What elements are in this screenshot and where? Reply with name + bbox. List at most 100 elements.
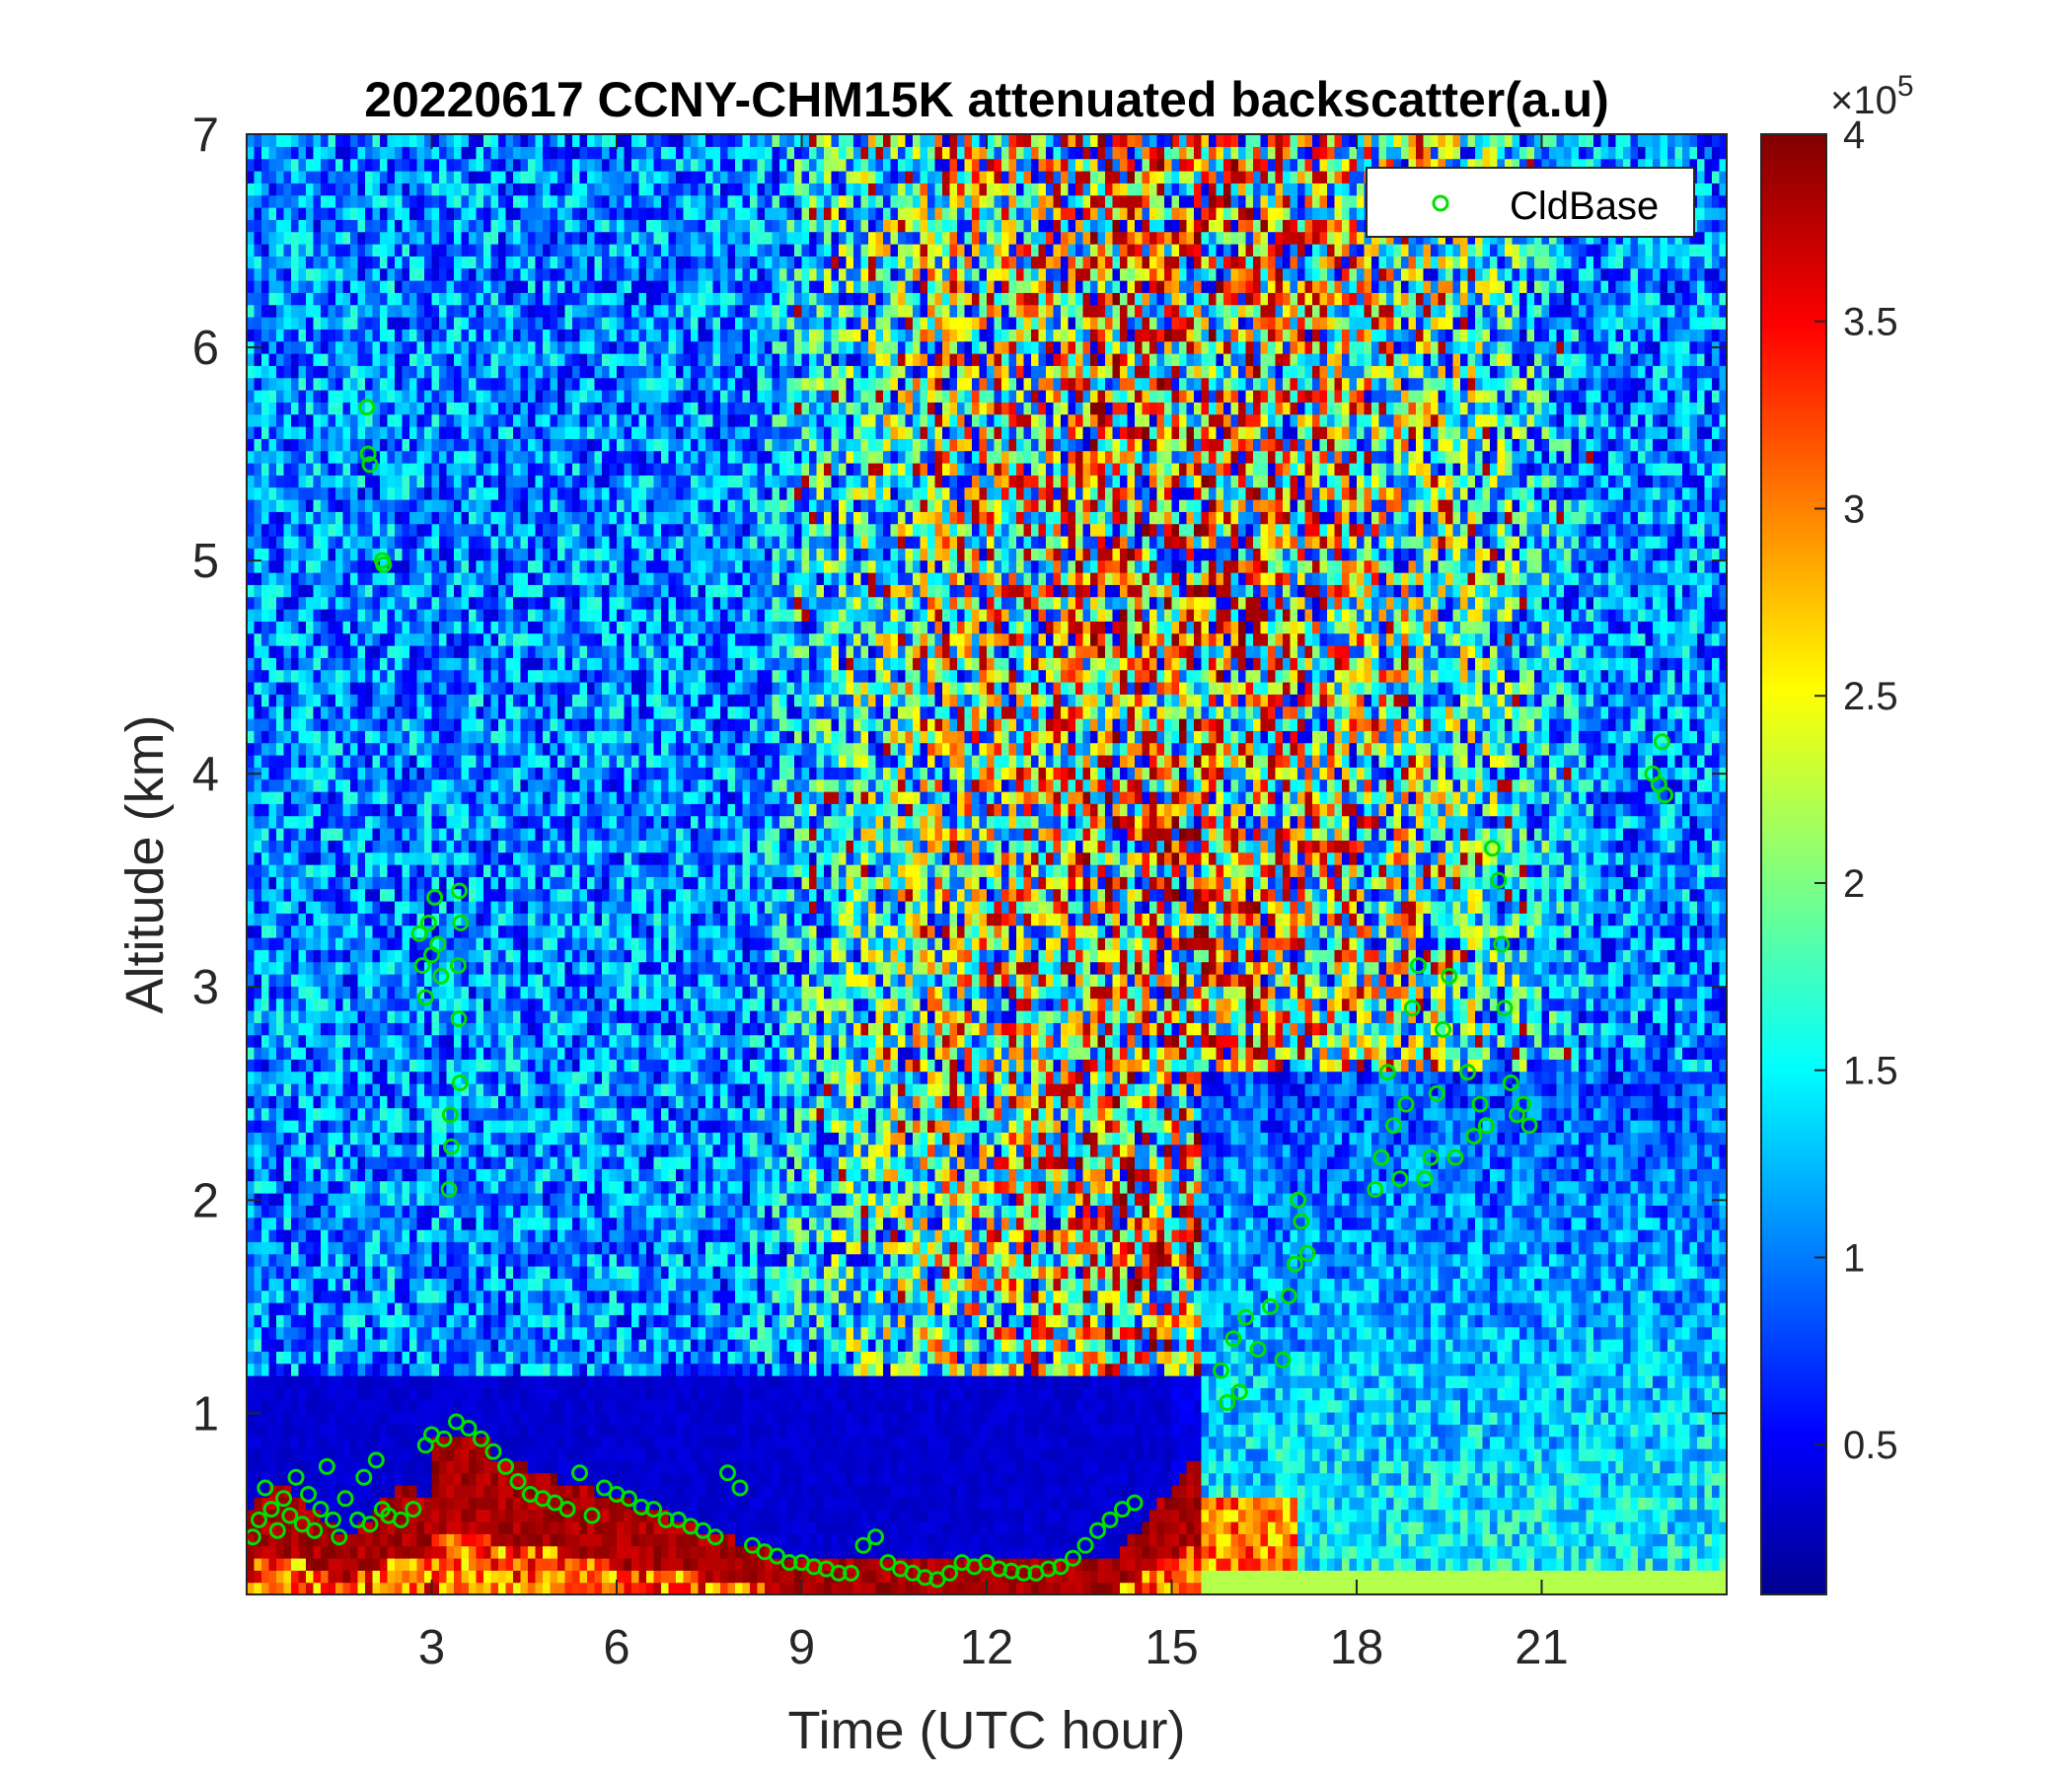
cldbase-point-18: [361, 1516, 379, 1533]
cldbase-point-131: [1459, 1064, 1476, 1081]
x-tick-label-5: 18: [1330, 1621, 1384, 1674]
cldbase-point-89: [413, 957, 431, 975]
cldbase-point-79: [1089, 1521, 1106, 1539]
cldbase-point-76: [1052, 1558, 1070, 1576]
cldbase-point-146: [1657, 786, 1673, 804]
colorbar-tick-label-5: 3: [1843, 487, 1865, 531]
cldbase-point-28: [460, 1420, 478, 1437]
cldbase-point-35: [547, 1494, 563, 1512]
colorbar-exponent: ×105: [1830, 70, 1914, 122]
y-tick-label-2: 3: [192, 961, 219, 1014]
cldbase-point-82: [1126, 1494, 1144, 1512]
x-tick-label-1: 6: [603, 1621, 629, 1674]
cldbase-point-47: [695, 1521, 711, 1539]
cldbase-point-114: [1290, 1191, 1307, 1209]
y-axis-label: Altitude (km): [115, 714, 175, 1013]
cldbase-point-106: [1224, 1330, 1242, 1348]
cldbase-point-85: [361, 456, 379, 474]
cldbase-point-134: [1477, 1117, 1495, 1135]
cldbase-point-26: [435, 1430, 453, 1447]
cldbase-point-78: [1076, 1536, 1094, 1554]
cldbase-point-97: [443, 1138, 460, 1155]
cldbase-point-91: [419, 914, 437, 931]
cldbase-point-38: [583, 1507, 601, 1524]
cldbase-point-105: [1219, 1394, 1236, 1411]
cldbase-point-102: [450, 1010, 468, 1028]
cldbase-point-39: [596, 1479, 613, 1497]
cldbase-point-30: [484, 1443, 502, 1460]
cldbase-point-125: [1416, 1170, 1434, 1188]
cldbase-point-101: [449, 957, 467, 975]
cldbase-point-14: [331, 1528, 348, 1546]
cldbase-point-110: [1262, 1297, 1279, 1315]
cldbase-point-8: [293, 1516, 311, 1533]
cldbase-point-19: [367, 1451, 385, 1469]
cldbase-point-122: [1397, 1095, 1415, 1113]
backscatter-heatmap: [247, 134, 1727, 1594]
y-tick-label-5: 6: [192, 322, 219, 375]
cldbase-point-22: [392, 1511, 409, 1528]
cldbase-point-132: [1465, 1128, 1483, 1145]
cldbase-point-31: [497, 1457, 514, 1475]
legend-cldbase-label: CldBase: [1510, 185, 1659, 228]
cldbase-point-17: [355, 1468, 373, 1486]
cldbase-point-93: [426, 889, 444, 906]
cldbase-point-94: [429, 935, 447, 953]
colorbar-tick-label-6: 3.5: [1843, 301, 1898, 344]
cldbase-point-90: [416, 989, 434, 1006]
cldbase-point-113: [1287, 1255, 1303, 1273]
cldbase-point-49: [719, 1464, 736, 1482]
cldbase-point-127: [1428, 1084, 1445, 1102]
x-tick-label-4: 15: [1145, 1621, 1199, 1674]
cldbase-point-50: [731, 1479, 749, 1497]
cldbase-point-103: [451, 1074, 469, 1091]
cldbase-point-27: [448, 1413, 465, 1431]
cldbase-point-119: [1378, 1064, 1396, 1081]
cldbase-point-2: [257, 1479, 274, 1497]
cldbase-point-115: [1293, 1213, 1310, 1230]
cldbase-point-142: [1520, 1117, 1538, 1135]
y-tick-label-6: 7: [192, 109, 219, 162]
colorbar-tick-label-1: 1: [1843, 1236, 1865, 1280]
cldbase-point-109: [1249, 1341, 1267, 1358]
cldbase-point-145: [1653, 733, 1670, 751]
cldbase-point-41: [621, 1490, 637, 1508]
cldbase-point-59: [843, 1564, 859, 1582]
colorbar-tick-label-3: 2: [1843, 862, 1865, 906]
cldbase-point-130: [1446, 1148, 1464, 1166]
cldbase-point-80: [1101, 1511, 1119, 1528]
cldbase-point-87: [375, 555, 393, 573]
cldbase-point-95: [432, 967, 450, 985]
cldbase-point-84: [359, 445, 377, 463]
cldbase-point-116: [1298, 1244, 1316, 1262]
cldbase-point-135: [1484, 840, 1501, 857]
colorbar-exponent-power: 5: [1897, 70, 1914, 103]
cldbase-point-4: [268, 1521, 286, 1539]
cldbase-point-124: [1410, 957, 1427, 975]
legend[interactable]: CldBase: [1366, 167, 1695, 238]
cldbase-point-37: [571, 1464, 588, 1482]
cldbase-point-43: [645, 1501, 662, 1518]
x-tick-label-6: 21: [1515, 1621, 1569, 1674]
colorbar-gradient: [1760, 133, 1827, 1595]
cldbase-point-120: [1385, 1117, 1402, 1135]
cldbase-point-112: [1280, 1288, 1297, 1304]
cldbase-point-1: [251, 1511, 267, 1528]
x-axis: 3 6 9 12 15 18 21: [418, 134, 1569, 1674]
colorbar-tick-label-0: 0.5: [1843, 1424, 1898, 1467]
legend-box: [1366, 167, 1695, 238]
cldbase-point-141: [1515, 1095, 1532, 1113]
cldbase-point-83: [358, 399, 376, 416]
cldbase-point-60: [854, 1536, 872, 1554]
cldbase-point-10: [306, 1521, 324, 1539]
y-tick-label-3: 4: [192, 748, 219, 801]
cldbase-point-77: [1065, 1549, 1081, 1567]
x-tick-label-2: 9: [788, 1621, 815, 1674]
y-axis: 1 2 3 4 5 6 7: [192, 109, 1727, 1441]
colorbar: 0.5 1 1.5 2 2.5 3 3.5 4 ×105: [1760, 70, 1914, 1595]
y-tick-label-0: 1: [192, 1387, 219, 1441]
cldbase-point-133: [1471, 1095, 1489, 1113]
cldbase-point-81: [1114, 1501, 1131, 1518]
colorbar-tick-label-4: 2.5: [1843, 675, 1898, 718]
